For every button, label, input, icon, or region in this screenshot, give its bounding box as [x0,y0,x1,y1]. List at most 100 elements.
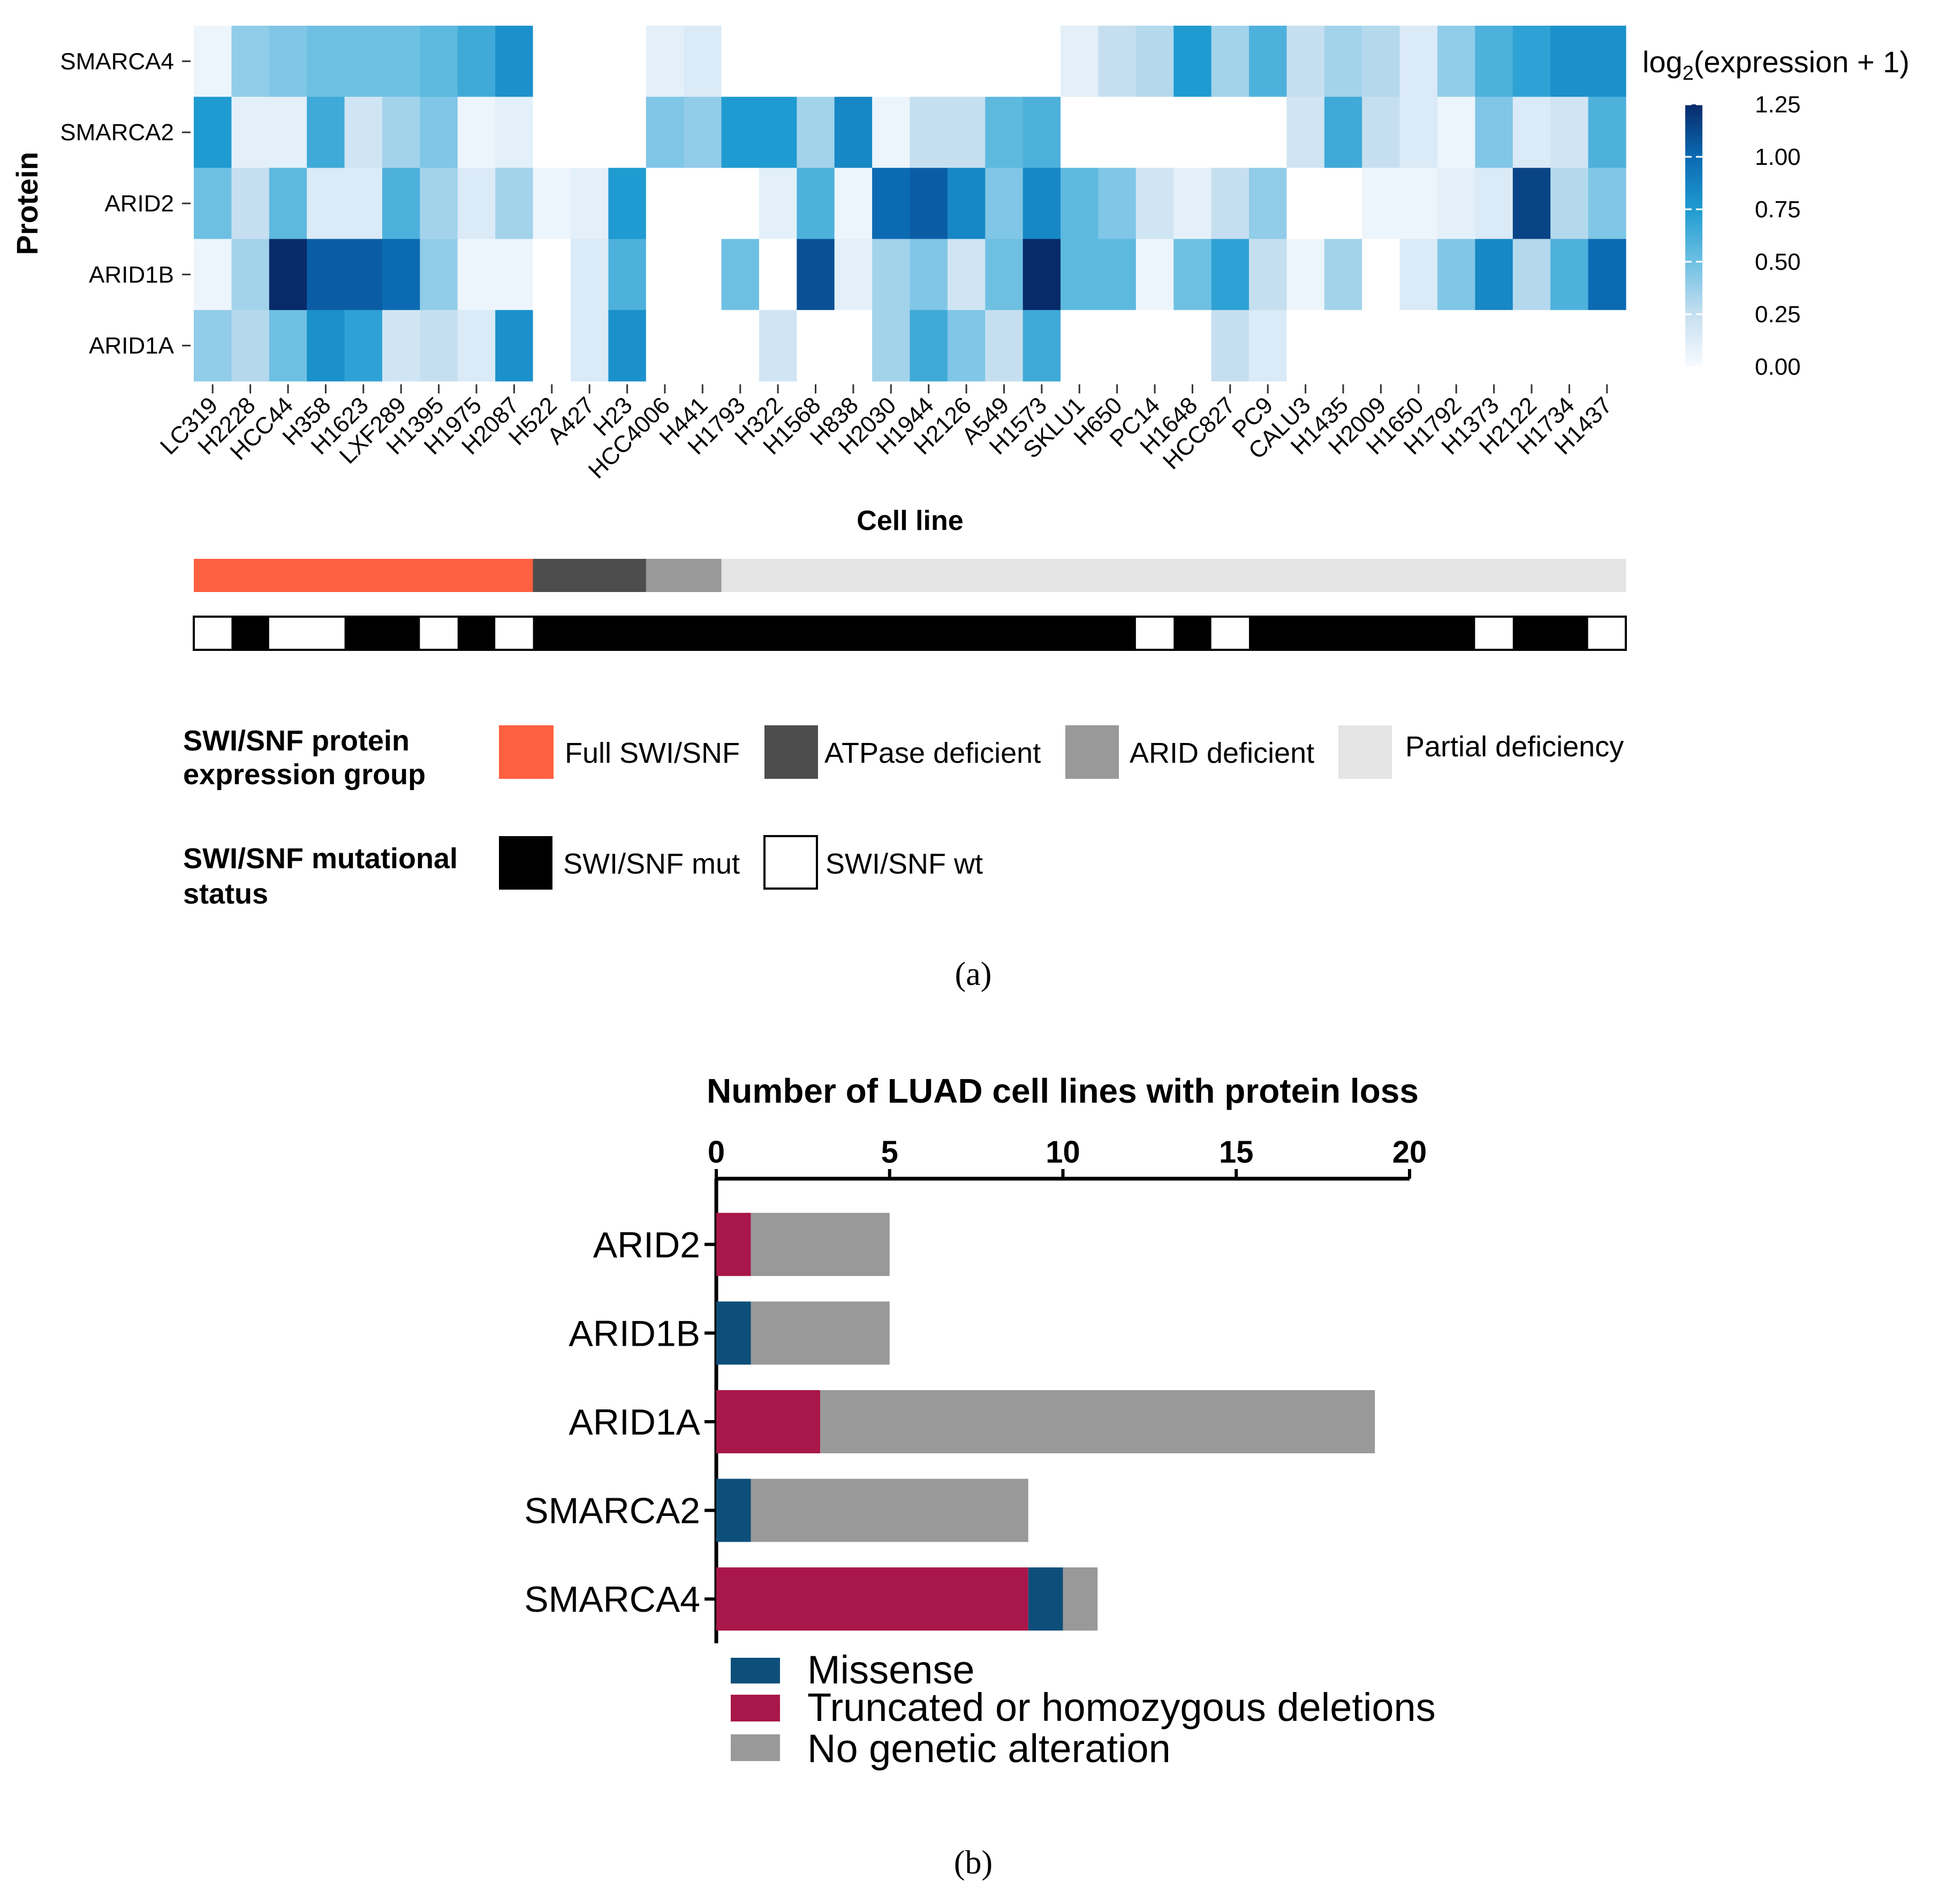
heatmap-cell-arid1b-h522 [533,239,571,310]
heatmap-cell-arid1a-h1435 [1324,310,1362,382]
row-label-arid1b: ARID1B [89,262,174,288]
bar-chart-category-labels: ARID2 ARID1B ARID1A SMARCA2 SMARCA4 [524,1225,716,1620]
heatmap-cell-arid1b-h1395 [420,239,458,310]
heatmap-cell-arid1a-h441 [684,310,722,382]
legend-swatch-arid-deficient [1065,725,1119,779]
heatmap-cell-arid1a-h1944 [910,310,948,382]
heatmap-cell-smarca4-h358 [307,26,345,97]
heatmap-cell-smarca2-h2009 [1362,96,1400,169]
mutational-status-cell-a427 [570,617,609,650]
bar-chart-legend: Missense Truncated or homozygous deletio… [731,1648,1436,1771]
bar-segment-arid1b-missense [716,1301,751,1365]
expression-group-legend-title-line1: SWI/SNF protein [183,725,410,757]
legend-swatch-atpase-deficient [764,725,818,779]
legend-swatch-swisnf-wt [763,835,818,890]
heatmap-cell-smarca2-h1975 [457,96,496,169]
heatmap-cell-arid1b-h1573 [1022,239,1061,310]
bar-segment-smarca2-missense [716,1478,751,1542]
bar-x-tick-label-10: 10 [1046,1135,1080,1170]
colorbar-title: log2(expression + 1) [1642,45,1910,85]
mutational-legend-title-line1: SWI/SNF mutational [183,843,458,875]
heatmap-cell-arid2-h2122 [1512,168,1551,239]
heatmap-cell-arid1b-hcc44 [269,239,307,310]
colorbar-title-subscript: 2 [1683,62,1694,85]
heatmap-cell-smarca2-a549 [985,96,1024,169]
heatmap-cell-smarca4-h1944 [910,26,948,97]
heatmap-cell-arid1a-h1573 [1022,310,1061,382]
heatmap-cell-arid1b-h1373 [1475,239,1513,310]
heatmap-cell-arid2-hcc827 [1211,168,1249,239]
heatmap-cell-arid1a-h2009 [1362,310,1400,382]
heatmap-cell-smarca2-h650 [1098,96,1137,169]
heatmap-cell-smarca2-h1623 [344,96,383,169]
mutational-status-cell-h1944 [910,617,948,650]
legend-label-swisnf-wt: SWI/SNF wt [825,848,983,880]
heatmap-cell-arid2-h1373 [1475,168,1513,239]
mutational-status-cell-h838 [834,617,873,650]
mutational-status-cell-h1395 [420,617,458,650]
heatmap-cell-smarca2-calu3 [1286,96,1325,169]
heatmap-cell-arid1b-h650 [1098,239,1137,310]
mutational-status-cell-h2122 [1512,617,1551,650]
heatmap-cell-smarca2-h838 [834,96,873,169]
mutational-status-cell-h1975 [457,617,496,650]
heatmap-cell-arid2-h522 [533,168,571,239]
heatmap-cell-smarca2-h23 [608,96,647,169]
heatmap-cell-arid1b-h1975 [457,239,496,310]
heatmap-cell-arid2-h441 [684,168,722,239]
colorbar-title-log: log [1642,45,1683,79]
heatmap-cell-arid2-h1435 [1324,168,1362,239]
heatmap-cell-smarca4-h441 [684,26,722,97]
panel-b-label: (b) [954,1845,993,1881]
heatmap-cell-arid1a-h1623 [344,310,383,382]
mutational-status-cell-h522 [533,617,571,650]
heatmap-cell-arid2-h1944 [910,168,948,239]
heatmap-row-labels: SMARCA4 SMARCA2 ARID2 ARID1B ARID1A [60,48,191,359]
heatmap-cell-arid2-h322 [759,168,797,239]
mutational-status-cell-pc9 [1249,617,1287,650]
heatmap-cell-arid1b-h23 [608,239,647,310]
heatmap-cell-arid2-h1395 [420,168,458,239]
heatmap-cell-smarca4-h1435 [1324,26,1362,97]
mutational-status-cell-h1648 [1173,617,1212,650]
heatmap-cell-arid1a-h1568 [797,310,835,382]
heatmap-cell-smarca2-h1793 [721,96,760,169]
bar-x-tick-label-5: 5 [881,1135,898,1170]
heatmap-cell-arid1a-h23 [608,310,647,382]
row-label-smarca2: SMARCA2 [60,119,174,146]
heatmap-cell-arid1b-h1734 [1550,239,1589,310]
heatmap-cell-arid1b-calu3 [1286,239,1325,310]
mutational-status-cell-hcc44 [269,617,307,650]
heatmap-cell-arid1a-h2087 [495,310,534,382]
heatmap-cell-arid1a-h2122 [1512,310,1551,382]
colorbar-tick-label-0-75: 0.75 [1755,196,1801,223]
heatmap-cell-smarca4-hcc4006 [646,26,684,97]
heatmap-cell-smarca2-h358 [307,96,345,169]
heatmap-cell-arid1a-lc319 [194,310,232,382]
heatmap-cell-smarca4-hcc827 [1211,26,1249,97]
heatmap-cell-arid1b-a427 [570,239,609,310]
heatmap-cell-smarca4-h1650 [1399,26,1438,97]
mutational-status-cell-hcc827 [1211,617,1249,650]
mutational-status-cell-h1623 [344,617,383,650]
heatmap-cell-smarca4-h1437 [1588,26,1626,97]
mutational-status-cell-lxf289 [382,617,420,650]
heatmap-cell-arid2-h2228 [231,168,270,239]
bar-x-tick-label-0: 0 [708,1135,725,1170]
heatmap-cell-smarca4-h1734 [1550,26,1589,97]
group-bar-segment-atpase-deficient [533,559,647,592]
heatmap-cell-arid1a-h1395 [420,310,458,382]
heatmap-cell-arid1b-pc14 [1135,239,1174,310]
heatmap-cell-arid1a-h650 [1098,310,1137,382]
bar-segment-smarca4-missense [1028,1567,1063,1631]
heatmap-cell-arid2-h2126 [947,168,986,239]
heatmap-cell-arid1b-h2030 [872,239,911,310]
heatmap-cell-arid1a-h522 [533,310,571,382]
heatmap-cell-smarca4-h322 [759,26,797,97]
heatmap-cell-smarca4-h1568 [797,26,835,97]
heatmap-cell-arid1b-h2009 [1362,239,1400,310]
heatmap-cell-arid2-h1792 [1437,168,1476,239]
bar-legend-label-truncated: Truncated or homozygous deletions [807,1685,1436,1729]
heatmap-cell-arid2-h1975 [457,168,496,239]
mutational-status-cell-h1373 [1475,617,1513,650]
